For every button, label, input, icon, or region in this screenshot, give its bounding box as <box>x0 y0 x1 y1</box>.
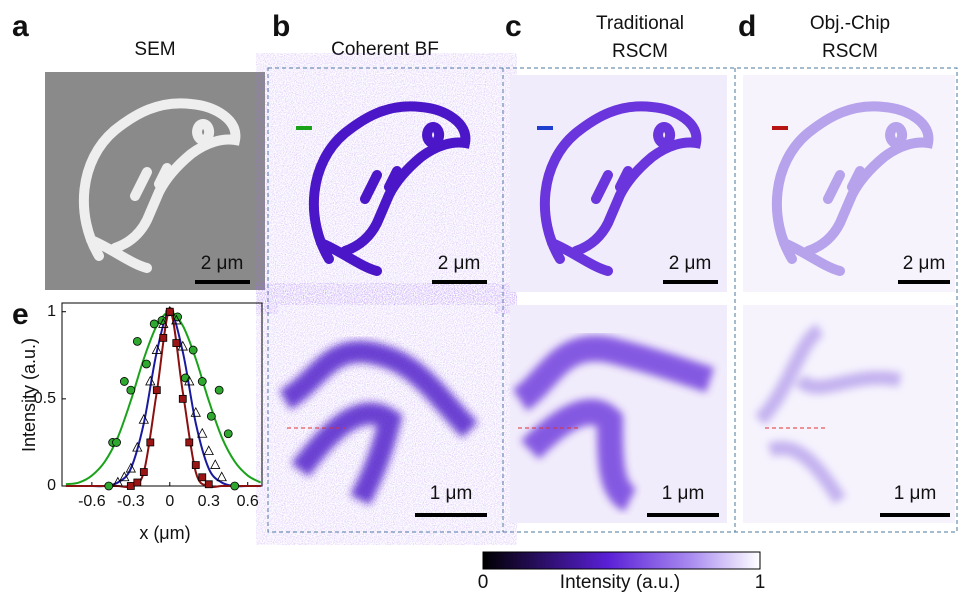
data-point <box>153 387 160 394</box>
data-point <box>224 430 232 438</box>
scale-bar-label: 2 μm <box>903 253 946 274</box>
data-point <box>133 337 141 345</box>
data-point <box>127 386 135 394</box>
data-point <box>215 386 223 394</box>
panel-title: Traditional <box>596 13 684 34</box>
y-tick-label: 1 <box>47 303 56 320</box>
scale-bar-label: 1 μm <box>662 483 705 504</box>
data-point <box>134 479 141 486</box>
panel-label: c <box>505 10 522 43</box>
scale-bar-label: 2 μm <box>201 253 244 274</box>
plot: -0.6 -0.3 0 0.3 0.6 0 0.5 1 <box>34 303 261 510</box>
figure: a SEM 2 μm b Coherent BF c Traditional R… <box>0 0 961 596</box>
data-point <box>147 439 154 446</box>
data-point <box>192 462 199 469</box>
data-point <box>198 377 206 385</box>
x-tick-label: 0 <box>165 493 174 510</box>
data-point <box>140 469 147 476</box>
data-point <box>211 460 220 469</box>
x-tick-label: 0.6 <box>237 493 259 510</box>
y-tick-label: 0 <box>47 477 56 494</box>
data-point <box>186 439 193 446</box>
panel-title: RSCM <box>612 41 668 62</box>
x-tick-label: 0.3 <box>198 493 220 510</box>
data-point <box>204 446 213 455</box>
x-axis-label: x (μm) <box>139 523 190 543</box>
data-point <box>207 412 215 420</box>
data-point <box>142 360 150 368</box>
colorbar <box>483 552 760 569</box>
data-point <box>105 482 113 490</box>
x-tick-label: -0.6 <box>78 493 106 510</box>
data-point <box>166 308 173 315</box>
data-point <box>160 334 167 341</box>
data-point <box>189 346 197 354</box>
data-point <box>174 313 182 321</box>
scale-bar-label: 2 μm <box>669 253 712 274</box>
data-point <box>199 474 206 481</box>
colorbar-min: 0 <box>478 572 489 593</box>
panel-title: RSCM <box>822 41 878 62</box>
scale-bar-label: 2 μm <box>438 253 481 274</box>
data-point <box>231 482 239 490</box>
y-tick-label: 0.5 <box>34 390 56 407</box>
panel-title: SEM <box>134 39 175 60</box>
data-point <box>158 316 166 324</box>
panel-label: a <box>12 10 29 43</box>
panel-title: Coherent BF <box>331 39 439 60</box>
x-tick-label: -0.3 <box>117 493 145 510</box>
data-point <box>205 481 212 488</box>
data-point <box>127 483 134 490</box>
scale-bar-label: 1 μm <box>430 483 473 504</box>
scale-bar-label: 1 μm <box>894 483 937 504</box>
data-point <box>150 320 158 328</box>
panel-label: d <box>738 10 756 43</box>
colorbar-max: 1 <box>755 572 766 593</box>
panel-label: b <box>272 10 290 43</box>
data-point <box>173 340 180 347</box>
data-point <box>120 377 128 385</box>
colorbar-label: Intensity (a.u.) <box>560 572 680 593</box>
panel-title: Obj.-Chip <box>810 13 890 34</box>
data-point <box>179 395 186 402</box>
panel-label: e <box>12 298 29 331</box>
data-point <box>113 438 121 446</box>
